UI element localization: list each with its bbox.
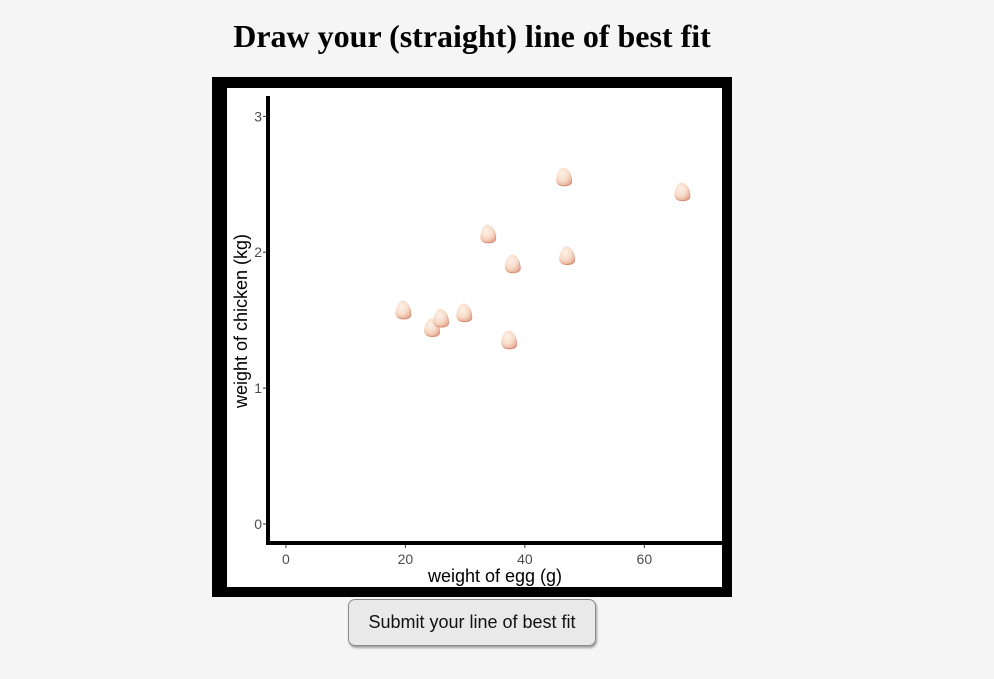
egg-icon (456, 303, 473, 323)
scatter-chart[interactable]: 0 20 40 60 0 1 2 3 weight of egg (g) weight of c… (227, 88, 722, 587)
x-tick-label: 60 (637, 551, 653, 567)
egg-icon (395, 300, 412, 320)
x-axis-title: weight of egg (g) (427, 566, 562, 586)
egg-icon (559, 246, 576, 266)
x-tick-label: 20 (398, 551, 414, 567)
y-tick-label: 0 (254, 516, 262, 532)
y-axis-title: weight of chicken (kg) (231, 234, 251, 409)
y-tick-label: 3 (254, 108, 262, 124)
egg-icon (501, 330, 518, 350)
x-tick-label: 40 (517, 551, 533, 567)
egg-icon (674, 182, 691, 202)
drawing-canvas[interactable]: 0 20 40 60 0 1 2 3 weight of egg (g) weight of c… (227, 88, 722, 587)
egg-icon (433, 308, 450, 328)
egg-icon (504, 254, 521, 274)
submit-button[interactable]: Submit your line of best fit (348, 599, 596, 646)
egg-icon (480, 224, 497, 244)
y-tick-label: 1 (254, 380, 262, 396)
egg-icon (556, 167, 573, 187)
y-tick-label: 2 (254, 244, 262, 260)
x-tick-label: 0 (282, 551, 290, 567)
page-title: Draw your (straight) line of best fit (233, 18, 711, 54)
